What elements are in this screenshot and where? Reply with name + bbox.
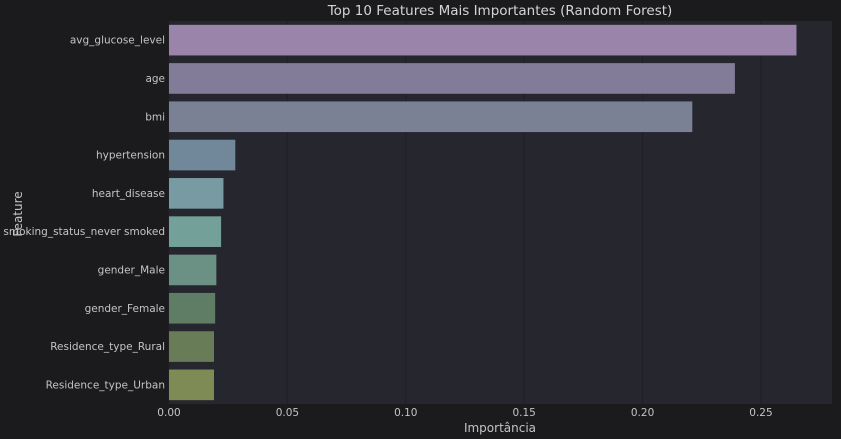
y-tick-label: Residence_type_Rural [50, 341, 165, 353]
bar [169, 331, 214, 362]
y-tick-label: bmi [145, 111, 165, 123]
x-tick-label: 0.10 [394, 407, 417, 419]
bar [169, 292, 216, 324]
x-tick-label: 0.15 [512, 407, 535, 419]
bar [169, 139, 236, 171]
y-tick-label: avg_glucose_level [70, 35, 165, 47]
x-tick-label: 0.05 [276, 407, 299, 419]
x-tick-labels: 0.00 0.05 0.10 0.15 0.20 0.25 [157, 407, 772, 419]
y-tick-label: smoking_status_never smoked [3, 226, 165, 238]
bars [169, 24, 797, 401]
bar [169, 101, 693, 133]
chart-title: Top 10 Features Mais Importantes (Random… [327, 3, 673, 19]
bar [169, 254, 217, 286]
y-tick-label: gender_Male [98, 264, 165, 276]
x-tick-label: 0.25 [749, 407, 772, 419]
x-tick-label: 0.20 [631, 407, 654, 419]
x-axis-label: Importância [464, 421, 536, 435]
y-tick-label: gender_Female [85, 303, 165, 315]
bar [169, 216, 222, 247]
x-tick-label: 0.00 [157, 407, 180, 419]
bar [169, 178, 224, 209]
y-tick-label: hypertension [96, 150, 165, 162]
y-tick-label: heart_disease [92, 188, 165, 200]
y-axis-label: Feature [11, 191, 25, 236]
y-tick-label: Residence_type_Urban [46, 379, 165, 391]
y-tick-label: age [145, 73, 165, 85]
bar [169, 24, 797, 56]
bar [169, 369, 214, 401]
bar [169, 63, 735, 94]
